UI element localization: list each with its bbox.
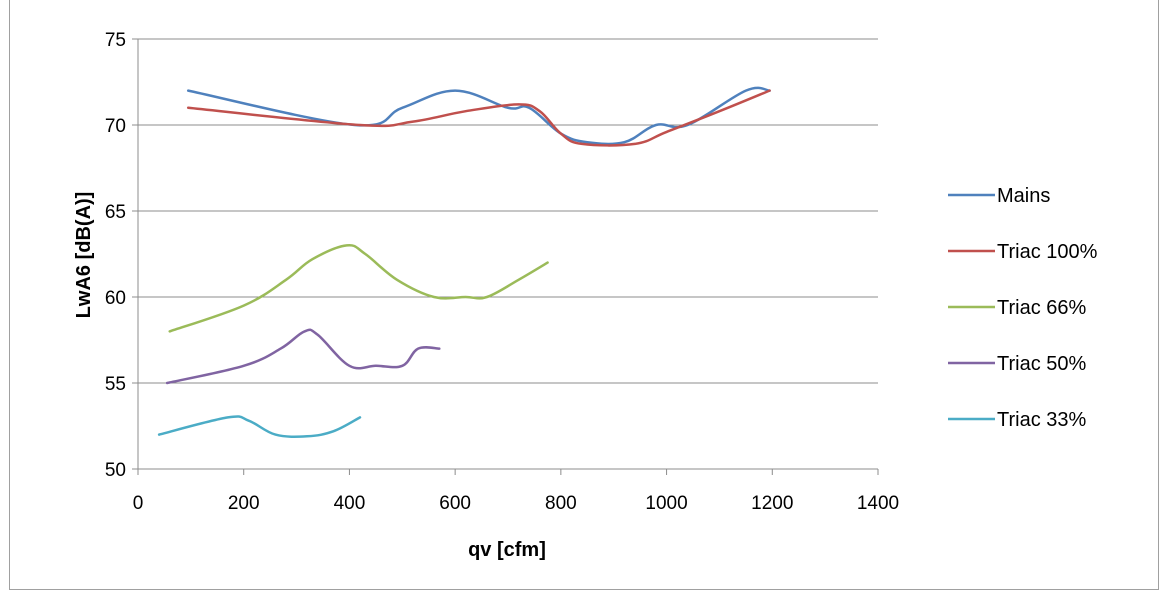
axes	[132, 38, 879, 475]
x-tick-label: 1400	[857, 493, 899, 514]
y-tick-label: 50	[105, 460, 126, 481]
y-tick-label: 75	[105, 30, 126, 51]
series-line-triac-100	[186, 89, 771, 147]
x-axis-label: qv [cfm]	[468, 539, 546, 561]
series-line-triac-33	[157, 415, 362, 439]
series-line-triac-50	[165, 328, 441, 385]
legend-label-triac-50: Triac 50%	[997, 353, 1087, 375]
y-tick-label: 60	[105, 288, 126, 309]
legend-label-triac-33: Triac 33%	[997, 409, 1087, 431]
x-tick-label: 800	[545, 493, 577, 514]
x-tick-label: 400	[334, 493, 366, 514]
x-tick-label: 1200	[751, 493, 793, 514]
legend-label-triac-66: Triac 66%	[997, 297, 1087, 319]
y-axis-label: LwA6 [dB(A)]	[73, 192, 95, 319]
legend-label-mains: Mains	[997, 185, 1050, 207]
x-tick-label: 200	[228, 493, 260, 514]
chart-frame	[9, 0, 1159, 590]
tick-labels: 50 55 60 65 70 75 0 200 400 600 800 1000 1200 1400	[105, 30, 899, 514]
x-tick-label: 600	[439, 493, 471, 514]
series-line-triac-66	[168, 244, 549, 333]
plot-series	[157, 86, 771, 439]
y-tick-label: 55	[105, 374, 126, 395]
x-tick-label: 0	[133, 493, 144, 514]
legend: Mains Triac 100% Triac 66% Triac 50% Triac 3…	[948, 185, 1098, 431]
x-tick-label: 1000	[645, 493, 687, 514]
legend-label-triac-100: Triac 100%	[997, 241, 1098, 263]
y-tick-label: 65	[105, 202, 126, 223]
y-tick-label: 70	[105, 116, 126, 137]
